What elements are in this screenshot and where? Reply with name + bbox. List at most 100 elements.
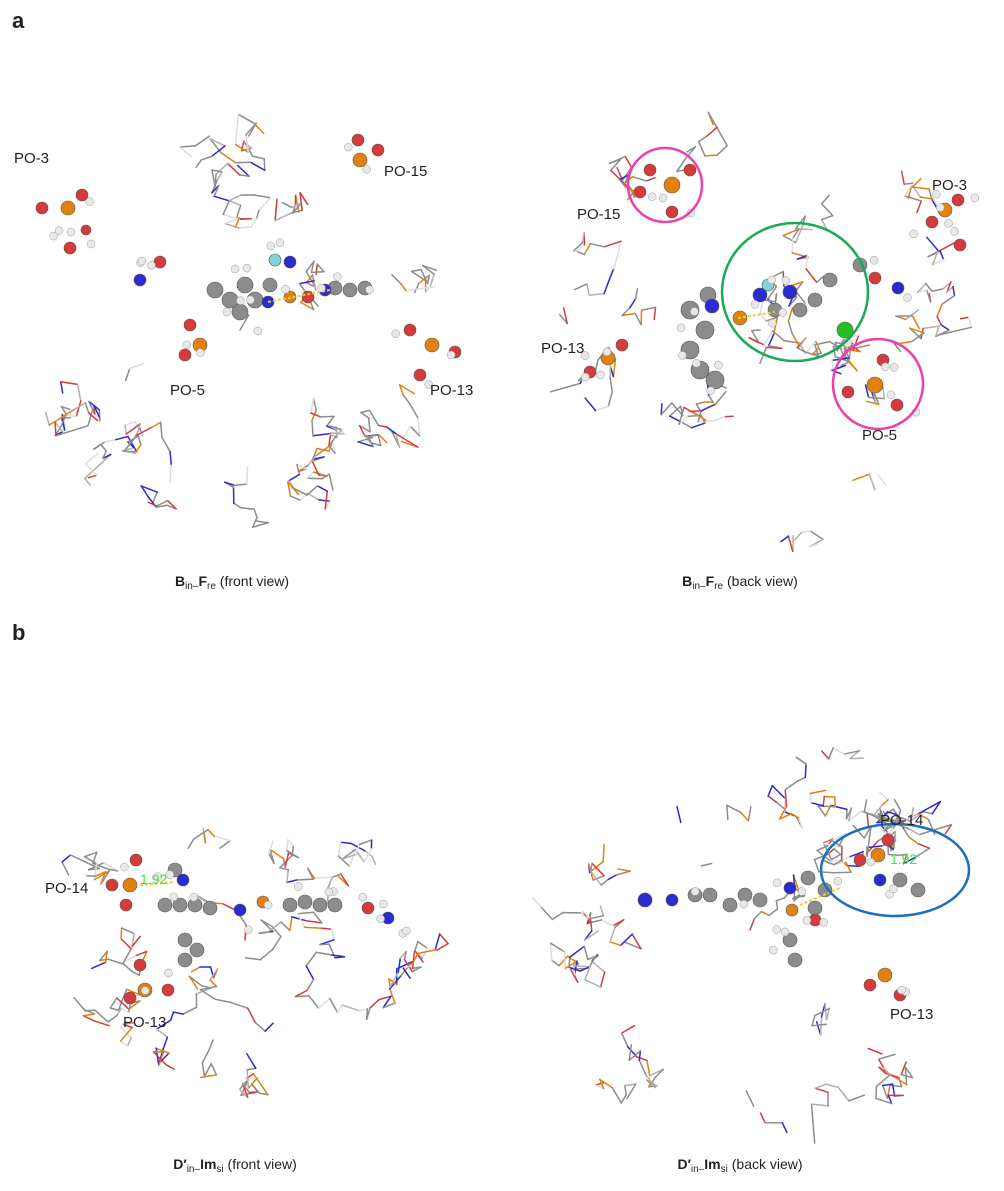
atom-carbon — [189, 942, 205, 958]
bond — [127, 1002, 132, 1014]
bond — [832, 747, 845, 755]
bond — [887, 1094, 893, 1105]
atom-hydrogen — [153, 872, 163, 881]
bond — [258, 1092, 269, 1096]
bond — [252, 194, 272, 199]
atom-nitrogen — [133, 273, 147, 287]
atom-hydrogen — [676, 323, 686, 333]
bond — [914, 847, 931, 858]
bond — [814, 1007, 831, 1017]
bond — [936, 315, 942, 326]
atom-carbon — [157, 897, 173, 913]
bond — [893, 799, 902, 811]
bond — [87, 412, 99, 422]
bond — [203, 833, 207, 844]
bond — [306, 477, 323, 480]
atom-nitrogen — [637, 892, 653, 908]
atom-oxygen — [183, 318, 197, 332]
bond — [151, 491, 159, 505]
atom-hydrogen — [391, 329, 400, 339]
bond — [759, 1112, 766, 1124]
bond — [73, 997, 87, 1012]
bond — [339, 841, 353, 845]
bond — [875, 1097, 893, 1105]
bond — [759, 312, 768, 322]
atom-oxygen — [35, 201, 49, 215]
atom-hydrogen — [246, 295, 255, 305]
bond — [402, 394, 411, 405]
bond — [358, 839, 373, 846]
bond — [255, 210, 260, 220]
bond — [87, 408, 94, 427]
bond — [244, 142, 254, 157]
bond — [263, 158, 266, 172]
atom-hydrogen — [772, 925, 781, 934]
bond — [902, 827, 910, 838]
bond — [589, 862, 593, 872]
bond — [120, 927, 135, 935]
bond — [599, 1078, 614, 1089]
bond — [908, 828, 920, 836]
bond — [247, 122, 257, 137]
bond — [564, 960, 578, 970]
bond — [235, 204, 242, 220]
bond — [909, 811, 925, 822]
bond — [833, 859, 843, 866]
bond — [866, 841, 870, 857]
distance-label-back: 1.92 — [890, 851, 918, 867]
atom-carbon — [236, 276, 254, 294]
atom-oxygen — [951, 193, 965, 207]
bond — [238, 1088, 249, 1099]
atom-hydrogen — [294, 882, 303, 891]
bond — [367, 435, 374, 448]
bond — [787, 320, 794, 335]
bond — [624, 1083, 637, 1087]
bond — [922, 811, 934, 815]
bond — [119, 1040, 129, 1047]
bond — [900, 1073, 914, 1079]
bond — [681, 421, 693, 429]
atom-carbon — [722, 897, 738, 913]
bond — [784, 780, 799, 791]
atom-oxygen — [371, 143, 385, 157]
bond — [377, 434, 382, 447]
bond — [341, 1004, 361, 1012]
bond — [155, 1047, 170, 1054]
bond — [267, 921, 282, 933]
bond — [825, 1007, 831, 1021]
bond — [780, 535, 790, 543]
bond — [224, 222, 240, 229]
bond — [584, 979, 602, 988]
bond — [60, 413, 68, 428]
bond — [378, 434, 388, 444]
bond — [653, 306, 657, 321]
atom-hydrogen — [880, 362, 890, 372]
bond — [127, 435, 138, 453]
bond — [250, 1083, 261, 1095]
bond — [599, 905, 605, 917]
bond — [925, 289, 932, 303]
bond — [778, 813, 793, 820]
bond — [942, 281, 952, 290]
bond — [125, 423, 141, 435]
atom-hydrogen — [365, 285, 374, 295]
bond — [137, 435, 142, 446]
bond — [211, 169, 216, 188]
atom-phosphorus — [122, 877, 138, 893]
bond — [405, 285, 436, 292]
bond — [909, 327, 925, 334]
bond — [104, 950, 108, 964]
bond — [931, 288, 944, 292]
bond — [93, 404, 101, 418]
bond — [821, 750, 830, 760]
bond — [76, 383, 82, 402]
atom-oxygen — [129, 853, 143, 867]
atom-hydrogen — [690, 887, 700, 896]
bond — [881, 1084, 889, 1099]
bond — [784, 789, 788, 808]
bond — [289, 495, 302, 502]
bond — [316, 263, 325, 273]
bond — [572, 965, 576, 976]
bond — [131, 935, 141, 948]
bond — [298, 280, 315, 285]
